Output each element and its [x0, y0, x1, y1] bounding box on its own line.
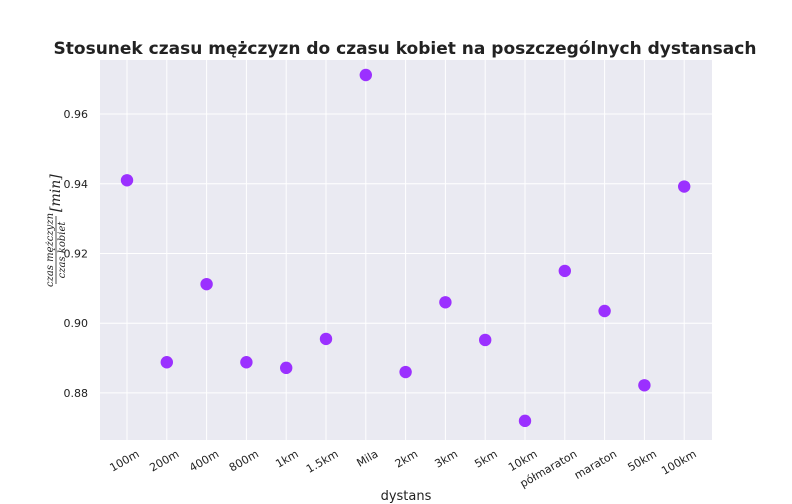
data-point [678, 180, 691, 193]
x-tick-label: 100m [108, 447, 142, 474]
y-axis-label: czas mężczyzn czas kobiet [min] [45, 174, 68, 287]
y-tick-label: 0.88 [64, 387, 89, 400]
data-point [359, 68, 372, 82]
y-tick-label: 0.94 [64, 178, 89, 191]
data-point [319, 332, 333, 346]
x-tick-label: 400m [187, 447, 221, 474]
data-point [558, 264, 571, 278]
data-point [160, 356, 173, 369]
x-tick-label: 1km [273, 447, 300, 470]
data-point [598, 304, 611, 318]
grid-lines [100, 60, 712, 440]
x-tick-label: 800m [227, 447, 261, 474]
data-point [240, 356, 253, 369]
y-tick-label: 0.92 [64, 247, 89, 260]
y-tick-labels: 0.88 0.90 0.92 0.94 0.96 [64, 108, 89, 400]
x-tick-label: 1.5km [304, 447, 340, 476]
x-tick-label: 100km [659, 447, 698, 477]
data-points [120, 68, 691, 428]
y-tick-label: 0.90 [64, 317, 89, 330]
data-point [638, 379, 651, 392]
data-point [280, 361, 293, 375]
x-tick-label: 200m [147, 447, 181, 474]
y-axis-label-unit: [min] [48, 174, 64, 212]
data-point [439, 296, 452, 309]
x-tick-label: 50km [625, 447, 658, 474]
x-tick-label: 5km [472, 447, 499, 470]
x-tick-label: Mila [354, 447, 380, 469]
data-point [479, 333, 492, 347]
x-axis-label: dystans [381, 489, 432, 504]
y-axis-label-numerator: czas mężczyzn [45, 213, 56, 287]
chart-title: Stosunek czasu mężczyzn do czasu kobiet … [54, 39, 757, 59]
data-point [120, 174, 134, 187]
data-point [200, 277, 213, 291]
y-axis-label-denominator: czas kobiet [57, 221, 68, 279]
data-point [399, 365, 412, 379]
x-tick-labels: 100m 200m 400m 800m 1km 1.5km Mila 2km 3km 5km 10k… [108, 447, 699, 490]
x-tick-label: maraton [572, 447, 619, 482]
x-tick-label: 3km [433, 447, 460, 470]
x-tick-label: 2km [393, 447, 420, 470]
data-point [518, 414, 532, 428]
y-tick-label: 0.96 [64, 108, 89, 121]
